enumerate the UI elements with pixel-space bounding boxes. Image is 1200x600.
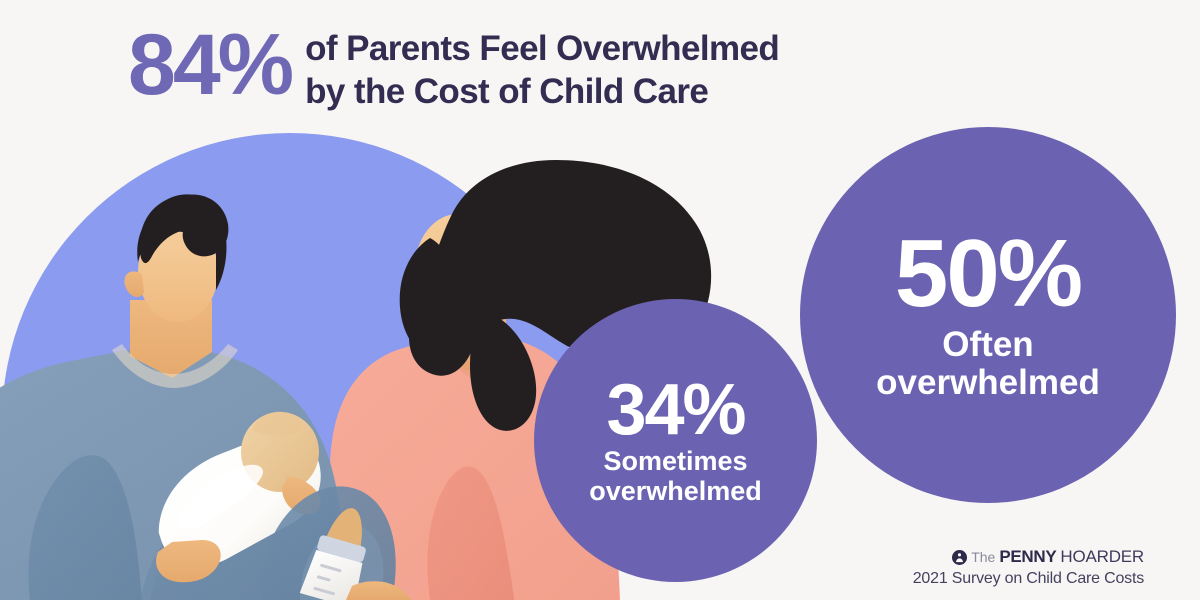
headline-line-1: of Parents Feel Overwhelmed <box>305 29 780 68</box>
mother-hand <box>346 581 412 600</box>
logo-caption: 2021 Survey on Child Care Costs <box>912 570 1144 587</box>
logo-hoarder: HOARDER <box>1060 547 1144 566</box>
headline: 84% of Parents Feel Overwhelmed by the C… <box>0 14 1040 134</box>
stat-label-often-line-1: Often <box>942 324 1034 364</box>
logo-the: The <box>971 549 996 565</box>
stat-percent-sometimes: 34% <box>606 369 746 450</box>
stat-label-sometimes-line-1: Sometimes <box>603 446 748 477</box>
logo-penny: PENNY <box>999 547 1057 566</box>
baby-bottle <box>299 508 366 600</box>
stat-percent-often: 50% <box>894 220 1083 328</box>
logo-block: The PENNY HOARDER 2021 Survey on Child C… <box>913 547 1144 588</box>
stat-bubble-often: 50% Often overwhelmed <box>800 127 1176 503</box>
stat-label-sometimes-line-2: overwhelmed <box>589 475 762 506</box>
headline-stat: 84% <box>128 17 294 113</box>
headline-lines: of Parents Feel Overwhelmed by the Cost … <box>305 28 780 113</box>
piggy-bank-icon <box>952 549 968 565</box>
stat-bubble-sometimes: 34% Sometimes overwhelmed <box>534 299 817 582</box>
headline-line-2: by the Cost of Child Care <box>305 71 709 111</box>
logo-wordmark: The PENNY HOARDER <box>913 547 1144 567</box>
stat-label-often-line-2: overwhelmed <box>876 363 1100 403</box>
baby-figure <box>156 411 321 583</box>
